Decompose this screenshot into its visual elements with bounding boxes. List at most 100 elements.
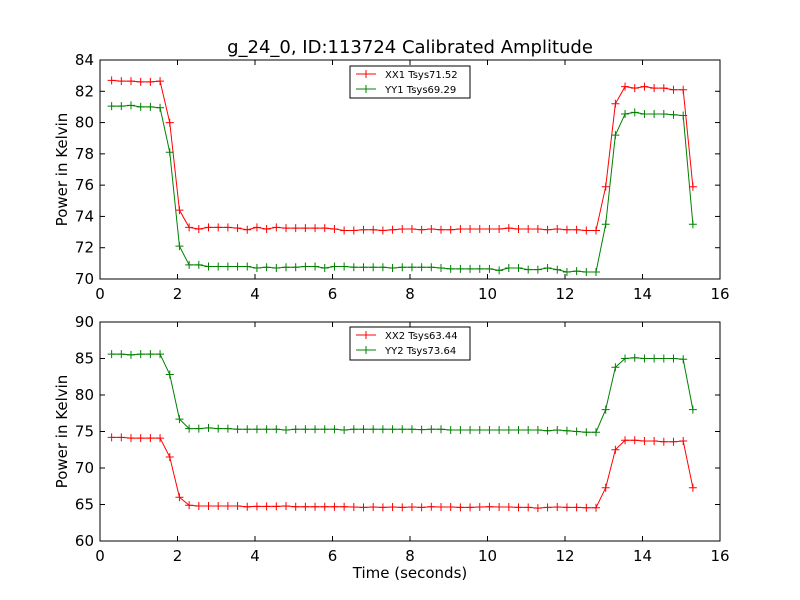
- data-point-marker: [107, 102, 116, 111]
- data-point-marker: [156, 434, 165, 443]
- data-point-marker: [688, 182, 697, 191]
- data-point-marker: [117, 102, 126, 111]
- legend-box: [349, 326, 471, 361]
- data-point-marker: [194, 260, 203, 269]
- data-point-marker: [175, 415, 184, 424]
- data-point-marker: [504, 264, 513, 273]
- data-point-marker: [204, 501, 213, 510]
- data-point-marker: [398, 263, 407, 272]
- data-point-marker: [659, 84, 668, 93]
- data-point-marker: [611, 99, 620, 108]
- data-point-marker: [320, 264, 329, 273]
- data-point-marker: [466, 503, 475, 512]
- data-point-marker: [262, 224, 271, 233]
- data-point-marker: [601, 220, 610, 229]
- data-point-marker: [194, 224, 203, 233]
- data-point-marker: [165, 148, 174, 157]
- data-point-marker: [407, 425, 416, 434]
- data-point-marker: [669, 110, 678, 119]
- data-point-marker: [340, 502, 349, 511]
- data-point-marker: [282, 224, 290, 233]
- data-point-marker: [223, 424, 232, 433]
- data-point-marker: [562, 267, 571, 276]
- legend-marker: [362, 70, 370, 78]
- data-point-marker: [223, 501, 232, 510]
- data-point-marker: [117, 77, 126, 86]
- data-point-marker: [582, 428, 591, 437]
- y-tick-label: 82: [75, 82, 94, 100]
- data-point-marker: [407, 263, 416, 272]
- data-point-marker: [204, 423, 213, 432]
- data-point-marker: [679, 85, 688, 94]
- data-point-marker: [127, 77, 135, 86]
- data-point-marker: [107, 76, 116, 85]
- x-tick-label: 10: [478, 285, 497, 303]
- data-point-marker: [533, 265, 542, 274]
- data-point-marker: [495, 224, 504, 233]
- data-point-marker: [427, 502, 436, 511]
- data-point-marker: [437, 225, 445, 234]
- data-point-marker: [417, 425, 426, 434]
- data-point-marker: [640, 82, 649, 91]
- data-point-marker: [369, 225, 378, 234]
- data-point-marker: [165, 453, 174, 462]
- data-point-marker: [417, 225, 426, 234]
- data-point-marker: [194, 501, 203, 510]
- y-tick-label: 78: [75, 145, 94, 163]
- data-point-marker: [640, 109, 649, 118]
- data-point-marker: [136, 350, 145, 359]
- data-point-marker: [533, 426, 542, 435]
- data-point-marker: [495, 426, 504, 435]
- data-point-marker: [146, 434, 155, 443]
- data-point-marker: [611, 131, 620, 140]
- data-point-marker: [407, 224, 416, 233]
- data-point-marker: [175, 242, 184, 251]
- data-point-marker: [146, 77, 155, 86]
- x-tick-label: 8: [405, 547, 415, 565]
- data-point-marker: [349, 425, 358, 434]
- data-point-marker: [349, 226, 358, 235]
- data-point-marker: [282, 263, 290, 272]
- data-point-marker: [349, 263, 358, 272]
- data-point-marker: [301, 224, 310, 233]
- data-point-marker: [650, 354, 659, 363]
- data-point-marker: [291, 425, 300, 434]
- figure-title: g_24_0, ID:113724 Calibrated Amplitude: [227, 37, 593, 58]
- data-point-marker: [543, 426, 552, 435]
- y-tick-label: 70: [75, 270, 94, 288]
- data-point-marker: [504, 426, 513, 435]
- data-point-marker: [262, 263, 271, 272]
- data-point-marker: [456, 426, 465, 435]
- data-point-marker: [524, 503, 533, 512]
- data-point-marker: [320, 425, 329, 434]
- data-point-marker: [669, 437, 678, 446]
- data-point-marker: [679, 436, 688, 445]
- data-point-marker: [185, 260, 194, 269]
- y-tick-label: 90: [75, 313, 94, 331]
- data-point-marker: [165, 118, 174, 127]
- data-point-marker: [407, 503, 416, 512]
- data-point-marker: [688, 483, 697, 492]
- data-point-marker: [204, 262, 213, 271]
- data-point-marker: [388, 264, 397, 273]
- data-point-marker: [262, 502, 271, 511]
- data-point-marker: [340, 226, 349, 235]
- data-point-marker: [398, 503, 407, 512]
- data-point-marker: [156, 350, 165, 359]
- x-tick-label: 0: [95, 547, 105, 565]
- data-point-marker: [214, 262, 223, 271]
- data-point-marker: [301, 425, 310, 434]
- data-point-marker: [485, 502, 494, 511]
- x-tick-label: 4: [250, 285, 260, 303]
- data-point-marker: [330, 224, 339, 233]
- data-point-marker: [136, 77, 145, 86]
- data-point-marker: [621, 354, 630, 363]
- data-point-marker: [601, 405, 610, 414]
- data-point-marker: [378, 226, 387, 235]
- data-point-marker: [165, 370, 174, 379]
- data-point-marker: [485, 264, 494, 273]
- x-axis-label: Time (seconds): [352, 564, 468, 582]
- data-point-marker: [117, 350, 126, 359]
- legend: XX1 Tsys71.52 YY1 Tsys69.29: [349, 65, 471, 99]
- data-point-marker: [582, 267, 591, 276]
